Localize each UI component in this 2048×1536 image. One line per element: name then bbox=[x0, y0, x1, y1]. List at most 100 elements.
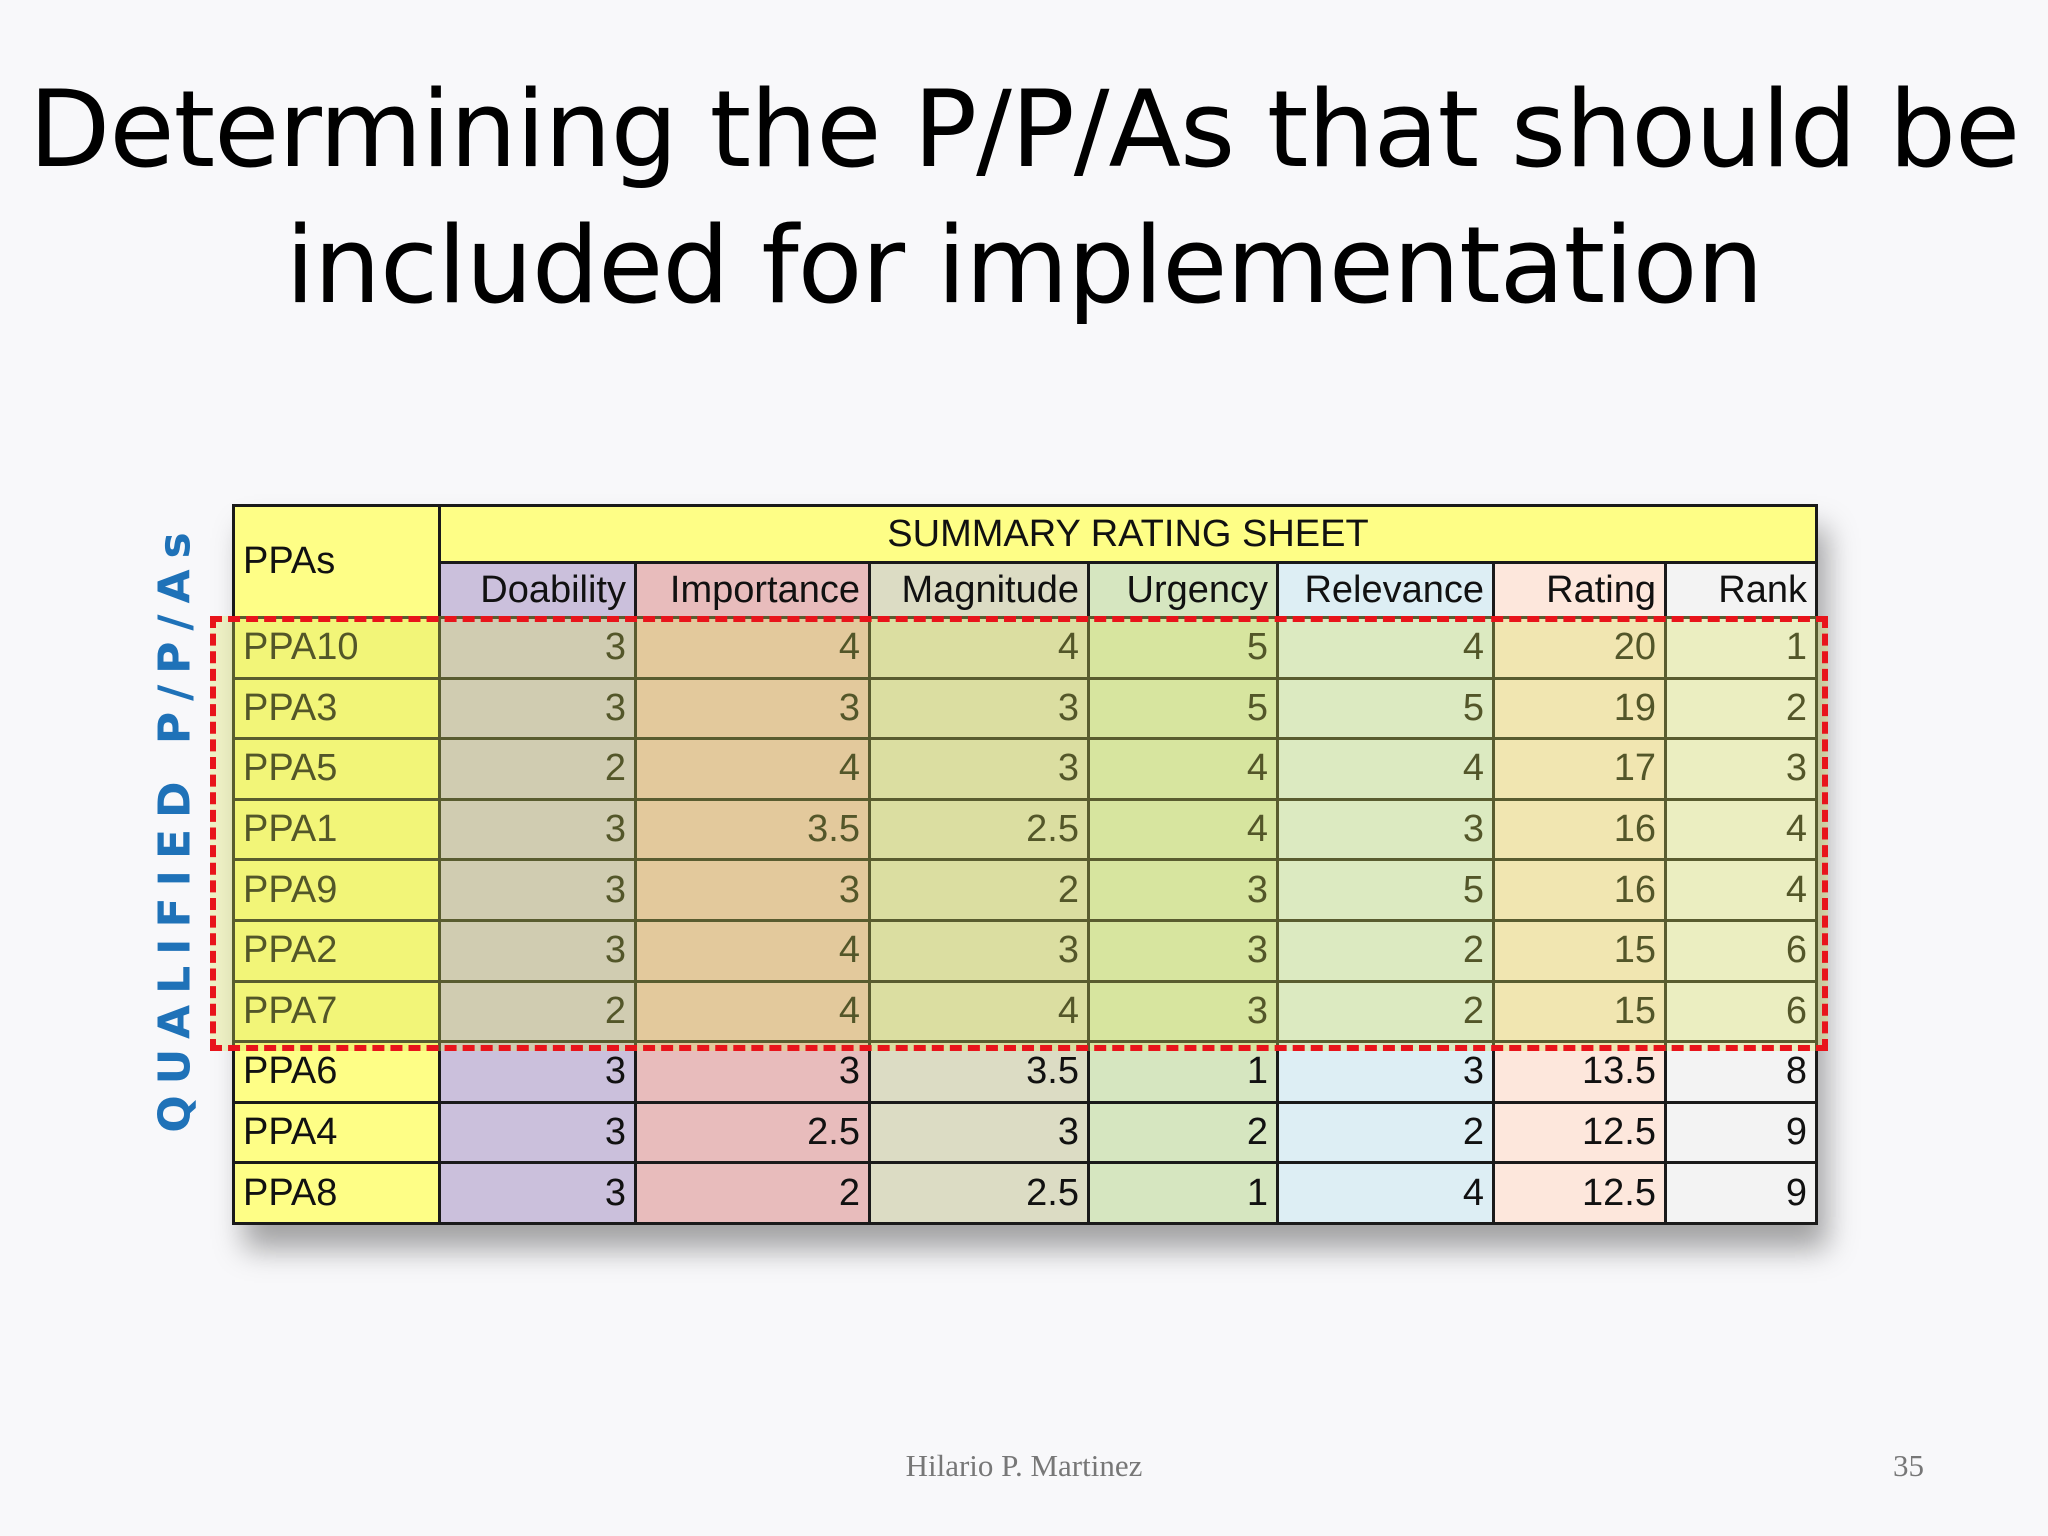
doability-cell: 2 bbox=[438, 737, 637, 801]
relevance-cell: 4 bbox=[1276, 737, 1495, 801]
magnitude-cell: 4 bbox=[868, 616, 1090, 680]
rank-cell: 6 bbox=[1663, 979, 1819, 1044]
importance-cell: 4 bbox=[634, 737, 871, 801]
table-row: PPA6 3 3 3.5 1 3 13.5 8 bbox=[232, 1040, 1819, 1104]
doability-cell: 3 bbox=[438, 858, 637, 922]
ppa-name-cell: PPA5 bbox=[232, 737, 441, 801]
ppas-column-header: PPAs bbox=[232, 504, 441, 619]
rating-cell: 17 bbox=[1492, 737, 1667, 801]
importance-cell: 4 bbox=[634, 616, 871, 680]
relevance-cell: 3 bbox=[1276, 797, 1495, 862]
magnitude-cell: 2.5 bbox=[868, 1161, 1090, 1225]
ppa-name-cell: PPA7 bbox=[232, 979, 441, 1044]
rank-cell: 1 bbox=[1663, 616, 1819, 680]
ppa-name-cell: PPA9 bbox=[232, 858, 441, 922]
rank-cell: 3 bbox=[1663, 737, 1819, 801]
table-row: PPA10 3 4 4 5 4 20 1 bbox=[232, 616, 1819, 680]
ppa-name-cell: PPA4 bbox=[232, 1100, 441, 1165]
relevance-cell: 3 bbox=[1276, 1040, 1495, 1104]
column-header-magnitude: Magnitude bbox=[868, 561, 1090, 619]
relevance-cell: 2 bbox=[1276, 1100, 1495, 1165]
relevance-cell: 2 bbox=[1276, 979, 1495, 1044]
column-header-importance: Importance bbox=[634, 561, 871, 619]
ppa-name-cell: PPA3 bbox=[232, 676, 441, 741]
table-row: PPA1 3 3.5 2.5 4 3 16 4 bbox=[232, 797, 1819, 862]
rating-cell: 19 bbox=[1492, 676, 1667, 741]
summary-rating-sheet-header: SUMMARY RATING SHEET bbox=[437, 504, 1819, 564]
magnitude-cell: 3 bbox=[868, 737, 1090, 801]
rating-cell: 12.5 bbox=[1492, 1161, 1667, 1225]
column-header-relevance: Relevance bbox=[1276, 561, 1495, 619]
relevance-cell: 2 bbox=[1276, 918, 1495, 983]
magnitude-cell: 3 bbox=[868, 918, 1090, 983]
doability-cell: 3 bbox=[438, 616, 637, 680]
rating-cell: 15 bbox=[1492, 918, 1667, 983]
urgency-cell: 2 bbox=[1087, 1100, 1279, 1165]
table-row: PPA7 2 4 4 3 2 15 6 bbox=[232, 979, 1819, 1044]
ppa-name-cell: PPA6 bbox=[232, 1040, 441, 1104]
importance-cell: 3 bbox=[634, 858, 871, 922]
rating-cell: 16 bbox=[1492, 858, 1667, 922]
rating-cell: 15 bbox=[1492, 979, 1667, 1044]
table-row: PPA9 3 3 2 3 5 16 4 bbox=[232, 858, 1819, 922]
ppa-name-cell: PPA8 bbox=[232, 1161, 441, 1225]
table-row: PPA3 3 3 3 5 5 19 2 bbox=[232, 676, 1819, 741]
magnitude-cell: 2 bbox=[868, 858, 1090, 922]
importance-cell: 3 bbox=[634, 1040, 871, 1104]
doability-cell: 2 bbox=[438, 979, 637, 1044]
doability-cell: 3 bbox=[438, 918, 637, 983]
relevance-cell: 4 bbox=[1276, 1161, 1495, 1225]
qualified-ppas-label-text: QUALIFIED P/P/As bbox=[149, 521, 201, 1133]
summary-rating-table-container: PPAs SUMMARY RATING SHEET Doability Impo… bbox=[232, 504, 1819, 1225]
summary-rating-table: PPAs SUMMARY RATING SHEET Doability Impo… bbox=[232, 504, 1819, 1225]
rating-cell: 20 bbox=[1492, 616, 1667, 680]
rating-cell: 13.5 bbox=[1492, 1040, 1667, 1104]
rank-cell: 9 bbox=[1663, 1100, 1819, 1165]
rank-cell: 8 bbox=[1663, 1040, 1819, 1104]
rating-cell: 16 bbox=[1492, 797, 1667, 862]
doability-cell: 3 bbox=[438, 676, 637, 741]
ppa-name-cell: PPA1 bbox=[232, 797, 441, 862]
magnitude-cell: 3.5 bbox=[868, 1040, 1090, 1104]
urgency-cell: 5 bbox=[1087, 676, 1279, 741]
table-row: PPA2 3 4 3 3 2 15 6 bbox=[232, 918, 1819, 983]
relevance-cell: 5 bbox=[1276, 858, 1495, 922]
page-number: 35 bbox=[1893, 1448, 1924, 1483]
magnitude-cell: 3 bbox=[868, 1100, 1090, 1165]
magnitude-cell: 2.5 bbox=[868, 797, 1090, 862]
doability-cell: 3 bbox=[438, 797, 637, 862]
importance-cell: 3 bbox=[634, 676, 871, 741]
urgency-cell: 5 bbox=[1087, 616, 1279, 680]
rank-cell: 2 bbox=[1663, 676, 1819, 741]
slide-title-line-1: Determining the P/P/As that should be bbox=[28, 68, 2021, 191]
rank-cell: 6 bbox=[1663, 918, 1819, 983]
doability-cell: 3 bbox=[438, 1040, 637, 1104]
slide-title-line-2: included for implementation bbox=[285, 204, 1763, 327]
urgency-cell: 3 bbox=[1087, 858, 1279, 922]
magnitude-cell: 4 bbox=[868, 979, 1090, 1044]
magnitude-cell: 3 bbox=[868, 676, 1090, 741]
relevance-cell: 4 bbox=[1276, 616, 1495, 680]
urgency-cell: 4 bbox=[1087, 797, 1279, 862]
column-header-rank: Rank bbox=[1663, 561, 1819, 619]
importance-cell: 3.5 bbox=[634, 797, 871, 862]
column-header-rating: Rating bbox=[1492, 561, 1667, 619]
urgency-cell: 3 bbox=[1087, 979, 1279, 1044]
importance-cell: 2.5 bbox=[634, 1100, 871, 1165]
urgency-cell: 1 bbox=[1087, 1040, 1279, 1104]
importance-cell: 2 bbox=[634, 1161, 871, 1225]
importance-cell: 4 bbox=[634, 979, 871, 1044]
importance-cell: 4 bbox=[634, 918, 871, 983]
ppa-name-cell: PPA2 bbox=[232, 918, 441, 983]
doability-cell: 3 bbox=[438, 1161, 637, 1225]
slide-title: Determining the P/P/As that should be in… bbox=[0, 62, 2048, 334]
rank-cell: 4 bbox=[1663, 797, 1819, 862]
urgency-cell: 3 bbox=[1087, 918, 1279, 983]
column-header-doability: Doability bbox=[438, 561, 637, 619]
ppa-name-cell: PPA10 bbox=[232, 616, 441, 680]
rank-cell: 9 bbox=[1663, 1161, 1819, 1225]
urgency-cell: 4 bbox=[1087, 737, 1279, 801]
urgency-cell: 1 bbox=[1087, 1161, 1279, 1225]
relevance-cell: 5 bbox=[1276, 676, 1495, 741]
table-row: PPA8 3 2 2.5 1 4 12.5 9 bbox=[232, 1161, 1819, 1225]
